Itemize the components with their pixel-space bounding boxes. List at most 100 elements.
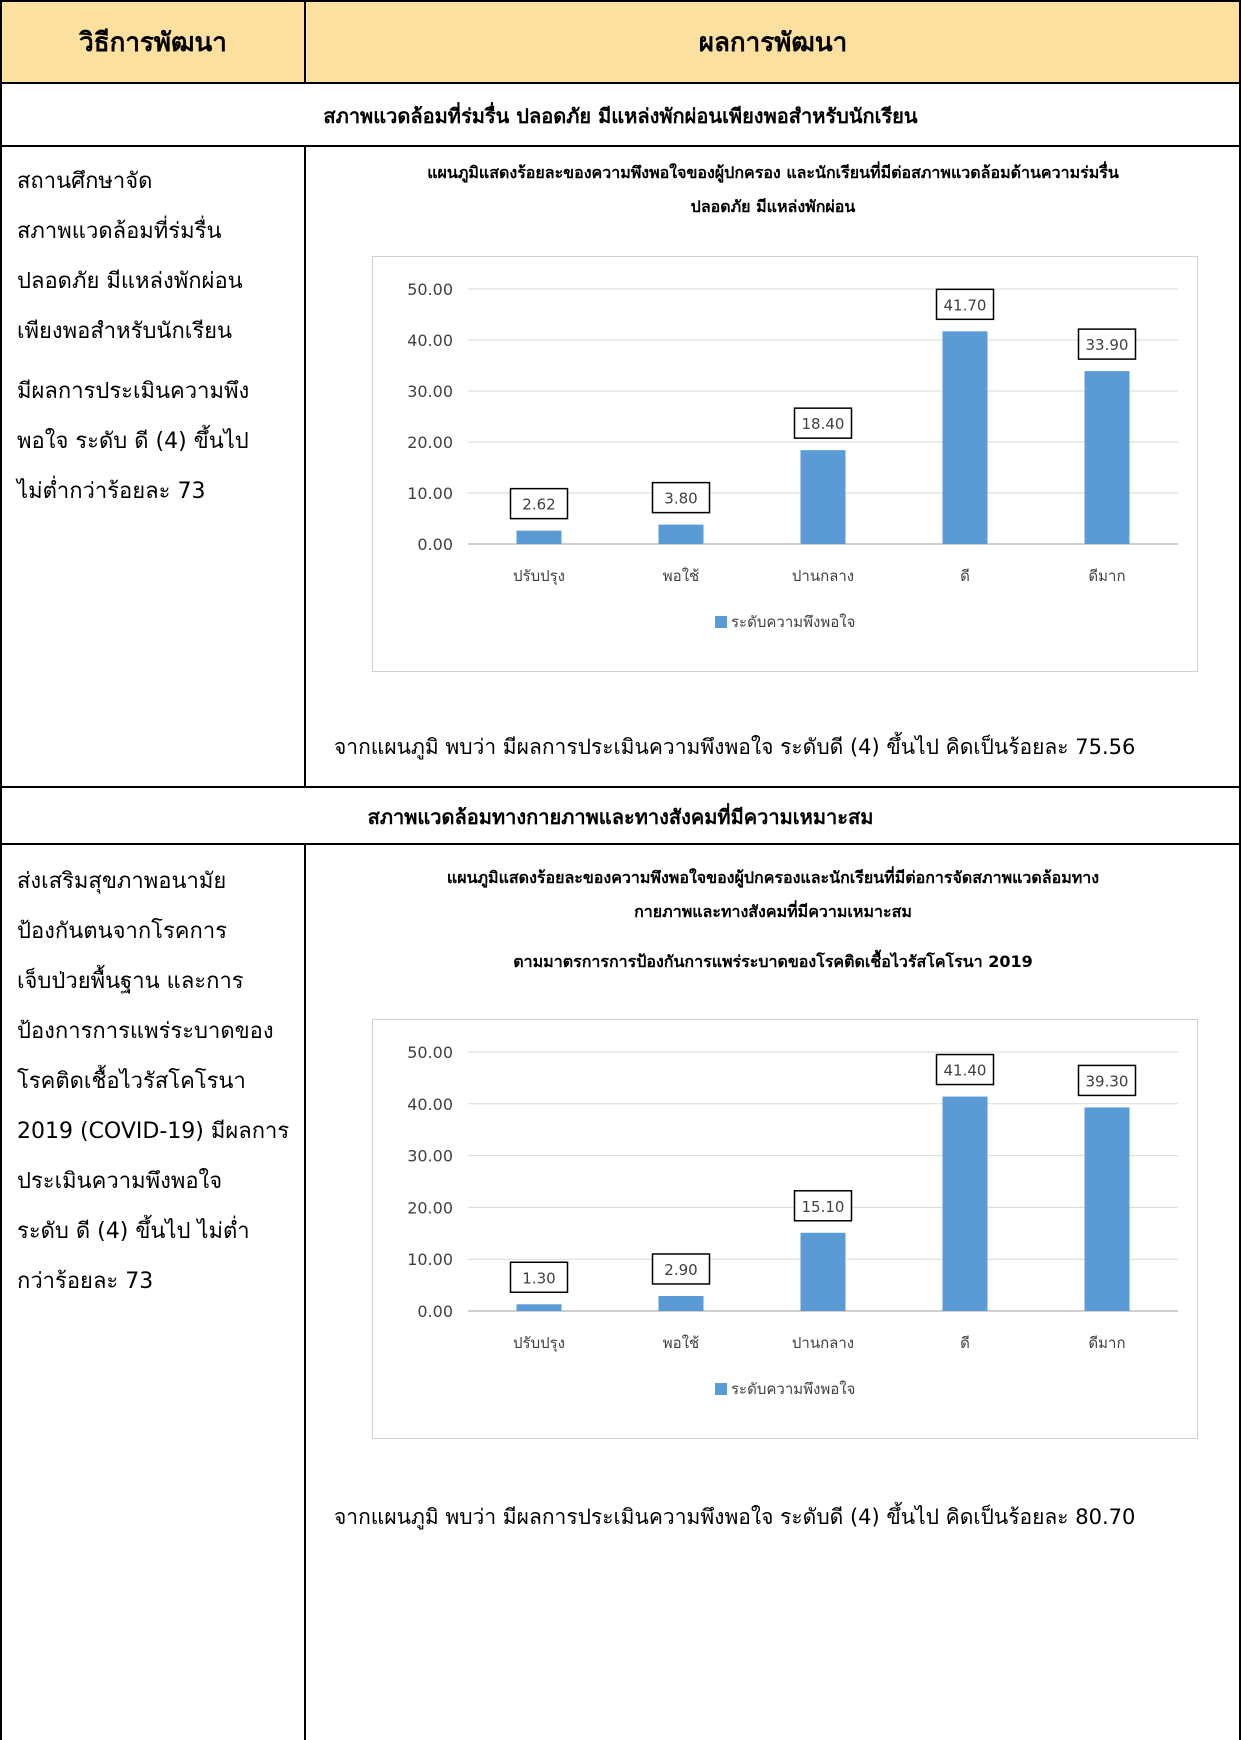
method-line: ประเมินความพึงพอใจ [17,1169,223,1194]
bar [658,1295,704,1311]
chart-title-line: แผนภูมิแสดงร้อยละของความพึงพอใจของผู้ปกค… [427,163,1119,182]
method-line: สถานศึกษาจัด [17,169,153,194]
y-tick-label: 0.00 [417,535,453,554]
table-row-divider [0,82,1241,84]
bar [942,331,988,544]
data-label-box [1077,328,1137,360]
bar [516,530,562,544]
method-line: ปลอดภัย มีแหล่งพักผ่อน [17,269,243,294]
table-col-divider-header [304,0,306,83]
y-tick-label: 40.00 [407,331,453,350]
legend-label: ระดับความพึงพอใจ [731,613,855,631]
header-col-method-label: วิธีการพัฒนา [79,27,227,58]
section-1-summary: จากแผนภูมิ พบว่า มีผลการประเมินความพึงพอ… [334,735,1136,759]
data-label: 15.10 [802,1198,845,1216]
method-line: ส่งเสริมสุขภาพอนามัย [17,869,227,894]
table-row-divider [0,786,1241,788]
data-label-box [509,487,569,520]
y-tick-label: 0.00 [417,1302,453,1321]
section-1-chart: 0.00 10.00 20.00 30.00 40.00 50.00 2.62 ปรับปรุ… [372,256,1198,672]
data-label-box [793,407,853,439]
section-1-method-text: สถานศึกษาจัด สภาพแวดล้อมที่ร่มรื่น ปลอดภ… [17,157,302,517]
bar [516,1304,562,1311]
method-line: ไม่ต่ำกว่าร้อยละ 73 [17,479,206,504]
x-tick-label: ดี [960,1334,970,1352]
table-col-divider [304,145,306,787]
header-col-result: ผลการพัฒนา [306,1,1240,83]
bar [800,450,846,544]
data-label: 1.30 [522,1269,555,1287]
bar [1084,1107,1130,1311]
method-line: พอใจ ระดับ ดี (4) ขึ้นไป [17,429,249,454]
x-tick-label: ปรับปรุง [513,1334,565,1353]
y-tick-label: 20.00 [407,433,453,452]
x-tick-label: ดี [960,567,970,585]
data-label: 2.62 [522,496,555,514]
y-tick-label: 20.00 [407,1198,453,1217]
data-label: 33.90 [1086,336,1129,354]
y-tick-label: 50.00 [407,1043,453,1062]
table-row-divider [0,843,1241,845]
x-tick-label: ปรับปรุง [513,567,565,586]
y-tick-label: 10.00 [407,484,453,503]
bar [1084,371,1130,544]
method-line: เพียงพอสำหรับนักเรียน [17,319,233,344]
method-line: กว่าร้อยละ 73 [17,1269,154,1294]
legend-swatch [715,616,727,628]
table-border-right [1239,0,1241,1740]
method-line: สภาพแวดล้อมที่ร่มรื่น [17,219,222,244]
x-tick-label: พอใช้ [663,567,699,585]
data-label-box [651,481,711,514]
section-2-summary: จากแผนภูมิ พบว่า มีผลการประเมินความพึงพอ… [334,1505,1136,1529]
data-label-box [1077,1064,1137,1097]
section-1-title-row: สภาพแวดล้อมที่ร่มรื่น ปลอดภัย มีแหล่งพัก… [0,83,1241,145]
y-tick-label: 30.00 [407,1147,453,1166]
chart-title-line: แผนภูมิแสดงร้อยละของความพึงพอใจของผู้ปกค… [446,868,1100,887]
data-label-box [651,1253,711,1285]
x-tick-label: ปานกลาง [792,1334,854,1352]
data-label-box [935,288,995,321]
method-line: 2019 (COVID-19) มีผลการ [17,1119,290,1144]
data-label-box [509,1261,569,1294]
method-line: ป้องกันตนจากโรคการ [17,919,228,944]
method-line: มีผลการประเมินความพึง [17,379,250,404]
header-col-method: วิธีการพัฒนา [1,1,305,83]
x-tick-label: ปานกลาง [792,567,854,585]
bar [942,1096,988,1311]
chart-title-line: กายภาพและทางสังคมที่มีความเหมาะสม [634,902,912,921]
x-tick-label: ดีมาก [1088,567,1125,585]
section-2-title-row: สภาพแวดล้อมทางกายภาพและทางสังคมที่มีความ… [0,786,1241,844]
x-tick-label: ดีมาก [1088,1334,1125,1352]
data-label: 18.40 [802,415,845,433]
y-tick-label: 30.00 [407,382,453,401]
table-col-divider [304,843,306,1740]
section-1-title: สภาพแวดล้อมที่ร่มรื่น ปลอดภัย มีแหล่งพัก… [323,104,918,128]
table-row-divider [0,145,1241,147]
data-label: 39.30 [1086,1072,1129,1090]
section-1-chart-title: แผนภูมิแสดงร้อยละของความพึงพอใจของผู้ปกค… [306,158,1240,222]
chart-1-svg: 0.00 10.00 20.00 30.00 40.00 50.00 1.30 ปรับปรุ… [407,1043,1178,1398]
y-tick-label: 10.00 [407,1250,453,1269]
method-line: ป้องการการแพร่ระบาดของ [17,1019,274,1044]
table-border-left [0,0,2,1740]
data-label-box [793,1190,853,1222]
section-2-chart-title: แผนภูมิแสดงร้อยละของความพึงพอใจของผู้ปกค… [306,863,1240,977]
data-label: 2.90 [664,1261,697,1279]
method-line: เจ็บป่วยพื้นฐาน และการ [17,969,244,994]
data-label: 41.70 [944,296,987,314]
y-tick-label: 40.00 [407,1095,453,1114]
x-tick-label: พอใช้ [663,1334,699,1352]
table-border-top [0,0,1241,2]
chart-title-line: ปลอดภัย มีแหล่งพักผ่อน [690,197,856,216]
chart-title-line: ตามมาตรการการป้องกันการแพร่ระบาดของโรคติ… [513,952,1033,971]
method-line: โรคติดเชื้อไวรัสโคโรนา [17,1069,246,1094]
method-line: ระดับ ดี (4) ขึ้นไป ไม่ต่ำ [17,1219,250,1244]
section-2-chart: 0.00 10.00 20.00 30.00 40.00 50.00 1.30 ปรับปรุ… [372,1019,1198,1439]
chart-0-svg: 0.00 10.00 20.00 30.00 40.00 50.00 2.62 ปรับปรุ… [407,280,1178,631]
data-label-box [935,1053,995,1086]
section-2-title: สภาพแวดล้อมทางกายภาพและทางสังคมที่มีความ… [367,805,874,829]
legend-swatch [715,1383,727,1395]
header-col-result-label: ผลการพัฒนา [698,27,848,58]
legend-label: ระดับความพึงพอใจ [731,1380,855,1398]
bar [658,524,704,544]
